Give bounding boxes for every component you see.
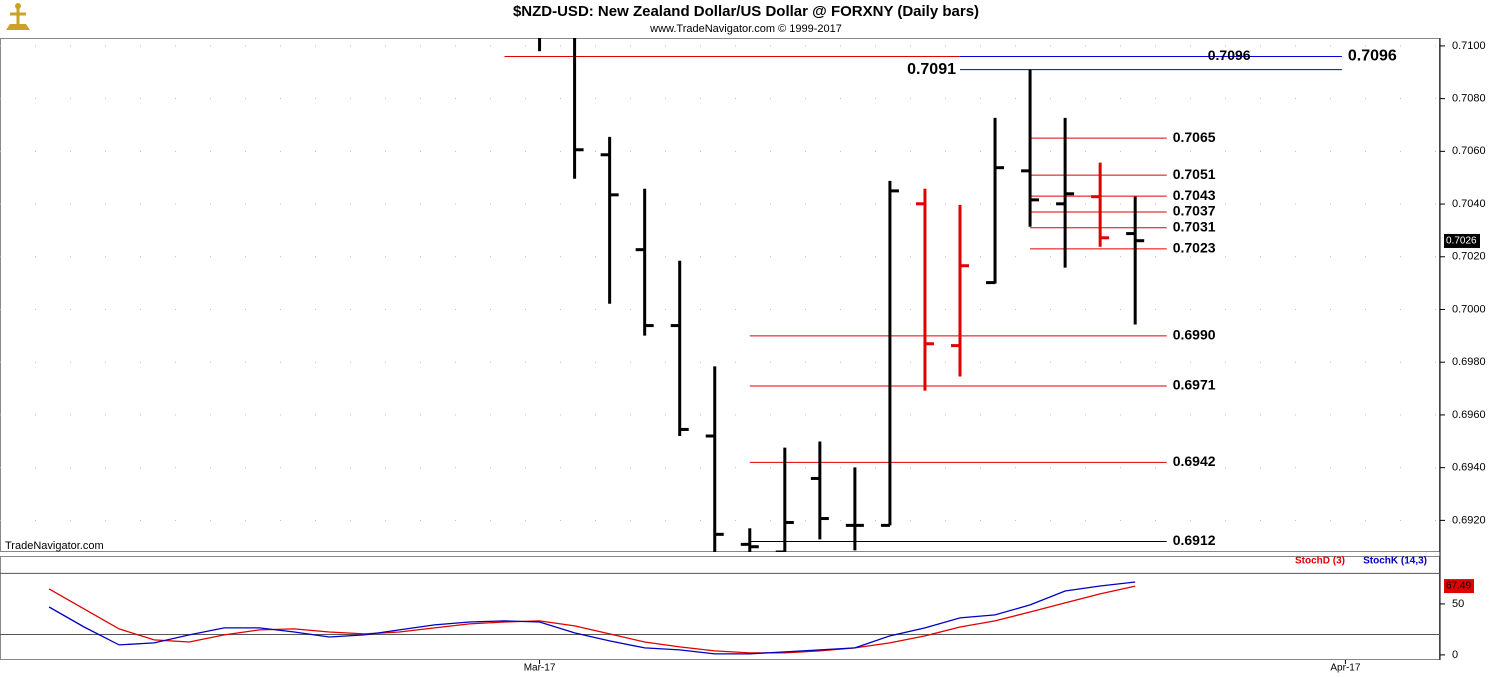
level-label: 0.7096 [1348,48,1397,65]
level-label: 0.6971 [1173,377,1216,393]
logo [6,3,30,30]
level-label: 0.7091 [907,61,956,78]
legend-entry: StochK (14,3) [1363,556,1427,567]
legend-entry: StochD (3) [1295,556,1345,567]
y-tick-label: 0.7060 [1452,145,1486,157]
chart-title: $NZD-USD: New Zealand Dollar/US Dollar @… [513,3,979,20]
y-tick-label: 0.6960 [1452,409,1486,421]
level-label: 0.6942 [1173,453,1216,469]
axes: 0.7100 0.7080 0.7060 0.7040 0.7020 0.7000 0.69… [524,40,1486,674]
y-tick-label: 50 [1452,598,1464,610]
level-label: 0.7096 [1208,47,1251,63]
y-tick-label: 0.7100 [1452,40,1486,52]
x-tick-label: Apr-17 [1330,663,1360,674]
y-tick-label: 0.6980 [1452,356,1486,368]
price-plot [0,38,1440,552]
y-tick-label: 0.7040 [1452,198,1486,210]
x-tick-label: Mar-17 [524,663,556,674]
chart-subtitle: www.TradeNavigator.com © 1999-2017 [649,23,842,35]
last-value-tag [1444,579,1474,594]
y-tick-label: 0.6920 [1452,514,1486,526]
level-label: 0.7023 [1173,240,1216,256]
level-label: 0.7051 [1173,166,1216,182]
level-label: 0.6912 [1173,532,1216,548]
y-tick-label: 0.7080 [1452,93,1486,105]
stoch-line [48,585,1136,654]
level-label: 0.7037 [1173,203,1216,219]
stoch-line [48,581,1136,655]
y-tick-label: 0.7000 [1452,303,1486,315]
last-value-label: 67.49 [1446,581,1471,592]
watermark: TradeNavigator.com [5,540,104,552]
last-price-label: 0.7026 [1446,236,1477,247]
y-tick-label: 0.7020 [1452,251,1486,263]
y-tick-label: 0.6940 [1452,462,1486,474]
level-label: 0.6990 [1173,327,1216,343]
level-label: 0.7065 [1173,129,1216,145]
last-price-tag [1444,233,1480,248]
level-label: 0.7031 [1173,218,1216,234]
level-label: 0.7043 [1173,187,1216,203]
y-tick-label: 0 [1452,649,1458,661]
stoch-plot [0,572,1440,655]
